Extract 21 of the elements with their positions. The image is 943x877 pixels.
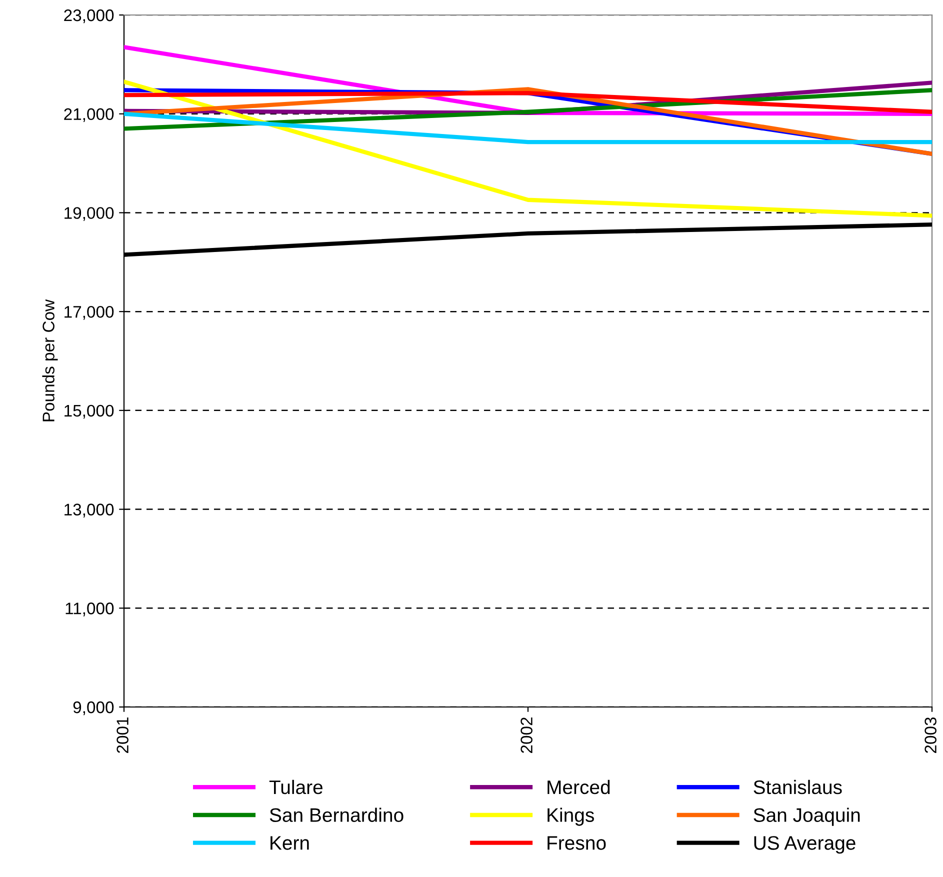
y-tick-label: 19,000 (64, 207, 114, 221)
legend-label: San Joaquin (754, 808, 860, 826)
y-tick-label: 9,000 (73, 701, 114, 716)
y-tick-label: 15,000 (64, 404, 114, 419)
legend-label: Fresno (548, 836, 606, 850)
y-tick-label: 11,000 (66, 602, 114, 616)
y-tick-label: 21,000 (64, 108, 114, 122)
x-tick-label: 2001 (116, 718, 128, 753)
y-axis-title: Pounds per Cow (42, 299, 58, 422)
legend-label: San Bernardino (270, 808, 404, 822)
legend-label: Stanislaus (754, 780, 842, 794)
legend-label: Kern (270, 836, 309, 850)
legend-label: Merced (548, 780, 610, 794)
y-tick-label: 17,000 (64, 306, 114, 320)
y-tick-label: 13,000 (64, 504, 114, 518)
legend-label: Tulare (269, 780, 322, 794)
x-tick-label: 2002 (520, 718, 532, 753)
x-tick-label: 2003 (924, 717, 936, 753)
legend-label: US Average (754, 836, 856, 854)
y-tick-label: 23,000 (64, 9, 114, 24)
legend-label: Kings (548, 808, 594, 826)
